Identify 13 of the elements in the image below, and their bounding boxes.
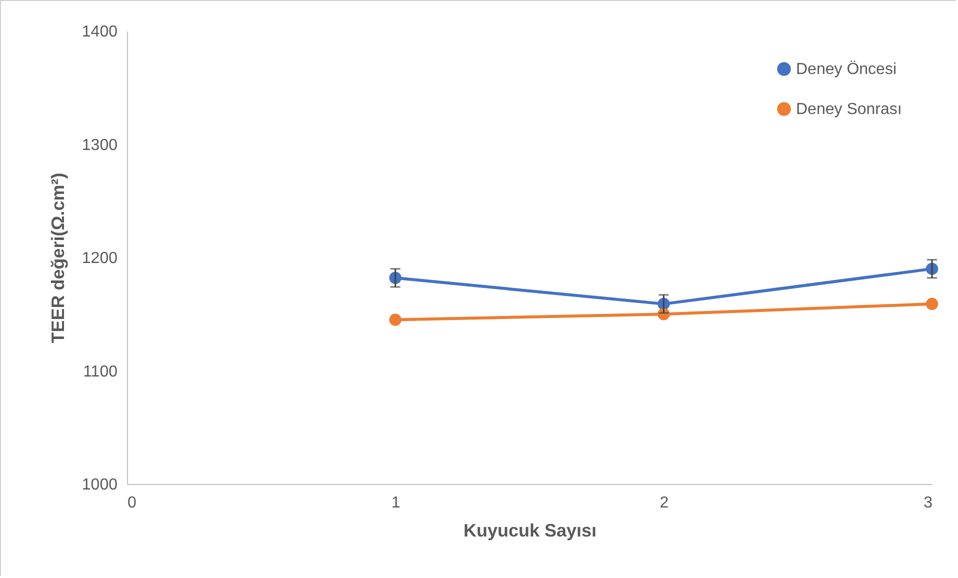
y-axis-title: TEER değeri(Ω.cm²) (48, 172, 68, 344)
legend-label: Deney Sonrası (796, 101, 902, 118)
y-tick-label: 1200 (82, 250, 118, 267)
x-tick-label: 2 (660, 494, 669, 512)
y-tick-label: 1100 (83, 363, 118, 380)
x-axis-title: Kuyucuk Sayısı (463, 520, 597, 540)
x-tick-label: 1 (391, 494, 400, 512)
y-tick-label: 1000 (82, 476, 118, 494)
x-tick-label: 3 (924, 494, 933, 512)
x-tick-label: 0 (128, 494, 136, 512)
legend-label: Deney Öncesi (796, 60, 896, 78)
y-tick-label: 1400 (82, 24, 118, 40)
y-tick-label: 1300 (82, 136, 118, 154)
